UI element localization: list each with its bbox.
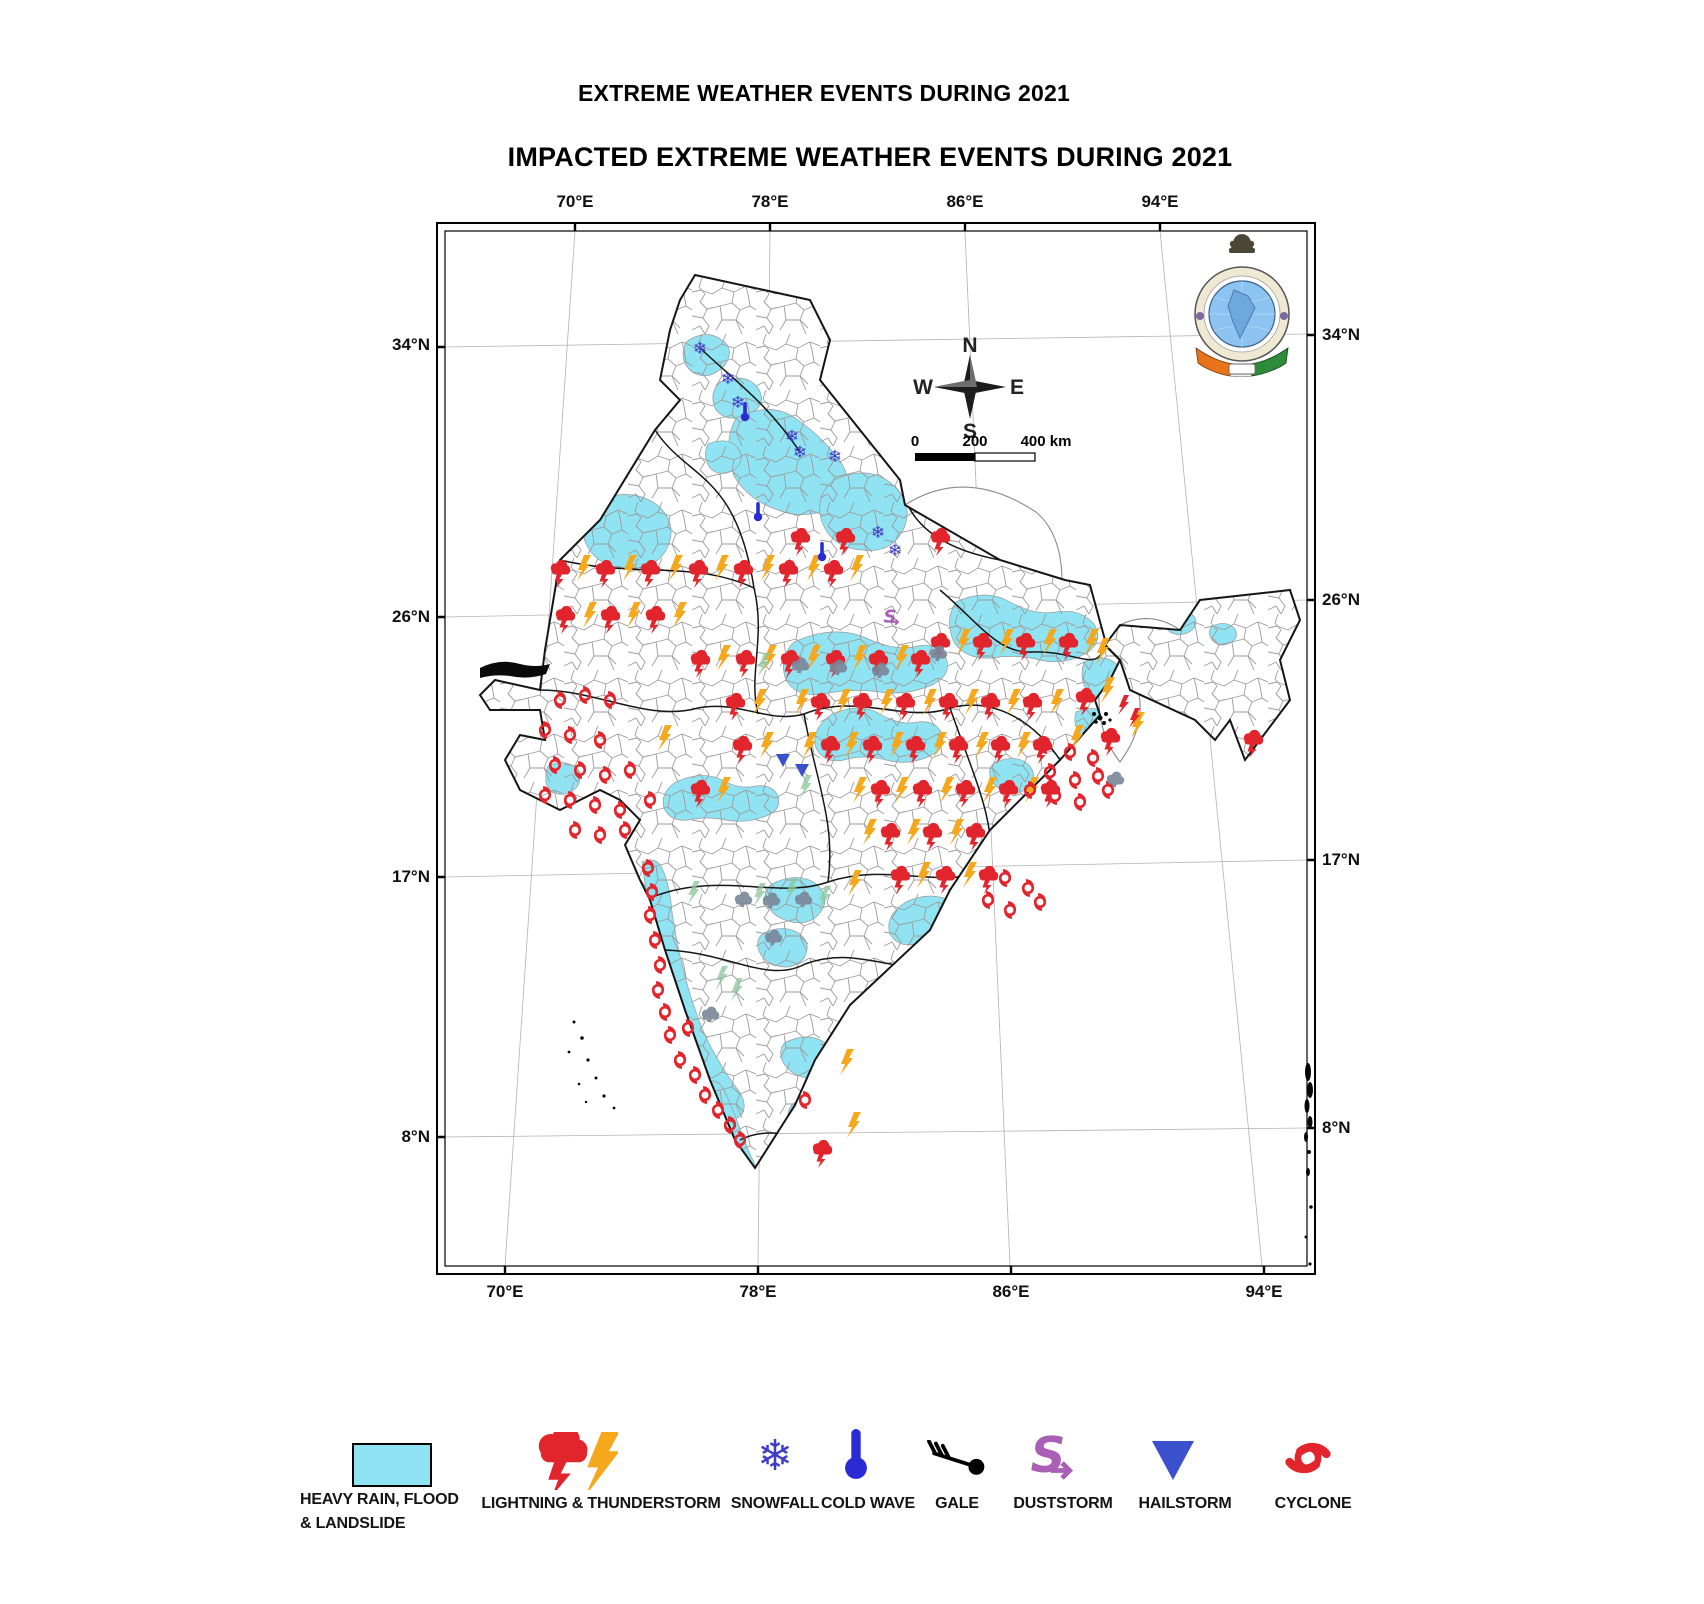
legend-label-cold-wave: COLD WAVE	[821, 1495, 915, 1512]
lat-label-left-26n: 26°N	[392, 607, 430, 626]
marker-cyclone-ring	[588, 796, 602, 814]
marker-thunderstorm-rain-cloud	[812, 1139, 833, 1168]
marker-snowfall	[870, 523, 886, 543]
lon-label-bottom-86e: 86°E	[992, 1282, 1030, 1301]
marker-snowfall	[887, 541, 903, 561]
legend-label-heavy-rain: HEAVY RAIN, FLOOD & LANDSLIDE	[300, 1491, 459, 1532]
marker-cyclone-ring	[593, 826, 607, 844]
legend-label-cyclone: CYCLONE	[1274, 1495, 1352, 1512]
lat-label-right-26n: 26°N	[1322, 590, 1360, 609]
legend-icon-hailstorm	[1152, 1441, 1194, 1480]
lat-label-left-17n: 17°N	[392, 867, 430, 886]
marker-cyclone-ring	[1101, 781, 1115, 799]
lon-label-bottom-94e: 94°E	[1245, 1282, 1283, 1301]
marker-cyclone-ring	[1086, 749, 1100, 767]
marker-cyclone-ring	[981, 891, 995, 909]
coastal-features	[480, 661, 1313, 1266]
marker-cyclone-ring	[1003, 901, 1017, 919]
marker-cyclone-ring	[1091, 767, 1105, 785]
marker-cyclone-ring	[663, 1026, 677, 1044]
map-frame	[436, 222, 1316, 1275]
marker-snowfall	[792, 443, 808, 463]
legend-icon-snowfall	[757, 1432, 793, 1478]
legend-icon-gale	[927, 1440, 987, 1477]
marker-rain-cloud-gray	[1106, 771, 1125, 791]
marker-duststorm	[882, 605, 899, 629]
legend-icon-cold-wave	[845, 1429, 867, 1479]
india-map: ❄ S	[436, 222, 1316, 1275]
marker-cyclone-ring	[1021, 879, 1035, 897]
scale-bar: 0 200 400 km	[911, 433, 1072, 462]
lat-label-right-8n: 8°N	[1322, 1118, 1351, 1137]
marker-cyclone-ring	[798, 1091, 812, 1109]
marker-cyclone-ring	[648, 931, 662, 949]
marker-cyclone-ring	[658, 1003, 672, 1021]
marker-cyclone-ring	[698, 1086, 712, 1104]
marker-cyclone-ring	[711, 1101, 725, 1119]
page-title: EXTREME WEATHER EVENTS DURING 2021	[577, 80, 1071, 106]
legend-label-lightning-thunderstorm: LIGHTNING & THUNDERSTORM	[481, 1495, 721, 1512]
marker-cyclone-ring	[1073, 793, 1087, 811]
marker-cyclone-ring	[618, 821, 632, 839]
lon-label-bottom-70e: 70°E	[486, 1282, 524, 1301]
marker-cyclone-ring	[613, 801, 627, 819]
imd-logo	[1194, 234, 1290, 378]
marker-cyclone-ring	[568, 821, 582, 839]
marker-cyclone-ring	[688, 1066, 702, 1084]
compass-s: S	[963, 420, 977, 443]
lon-label-top-70e: 70°E	[556, 192, 594, 211]
legend-icon-cyclone	[1280, 1430, 1336, 1486]
marker-lightning-orange	[847, 1112, 861, 1138]
marker-cyclone-ring	[1033, 893, 1047, 911]
lon-label-bottom-78e: 78°E	[739, 1282, 777, 1301]
lon-label-top-78e: 78°E	[751, 192, 789, 211]
marker-cyclone-ring	[653, 956, 667, 974]
lat-label-right-17n: 17°N	[1322, 850, 1360, 869]
marker-snowfall	[720, 369, 736, 389]
legend-swatch-heavy-rain	[352, 1443, 432, 1487]
marker-snowfall	[730, 393, 746, 413]
ashoka-emblem-icon	[1229, 234, 1255, 253]
marker-cyclone-ring	[673, 1051, 687, 1069]
marker-lightning-orange	[840, 1049, 854, 1075]
lon-label-top-94e: 94°E	[1141, 192, 1179, 211]
logo-ribbon	[1195, 347, 1289, 378]
lat-label-left-34n: 34°N	[392, 335, 430, 354]
lat-label-left-8n: 8°N	[401, 1127, 430, 1146]
scale-400: 400 km	[1021, 433, 1072, 450]
compass-n: N	[962, 334, 977, 357]
legend-icon-duststorm	[1022, 1432, 1074, 1482]
marker-cyclone-ring	[651, 981, 665, 999]
marker-thunderstorm-rain-cloud	[978, 865, 999, 894]
marker-cyclone-ring	[1068, 771, 1082, 789]
legend-label-snowfall: SNOWFALL	[730, 1495, 820, 1512]
scale-200: 200	[962, 433, 987, 450]
marker-snowfall	[692, 339, 708, 359]
marker-snowfall	[827, 447, 843, 467]
map-title: IMPACTED EXTREME WEATHER EVENTS DURING 2…	[507, 142, 1233, 172]
legend-icon-lightning-thunderstorm	[538, 1432, 618, 1490]
legend-label-duststorm: DUSTSTORM	[1013, 1495, 1113, 1512]
lon-label-top-86e: 86°E	[946, 192, 984, 211]
lat-label-right-34n: 34°N	[1322, 325, 1360, 344]
compass-w: W	[913, 376, 933, 399]
compass-rose: N W E S	[913, 334, 1024, 443]
legend-label-gale: GALE	[935, 1495, 979, 1512]
legend-label-hailstorm: HAILSTORM	[1138, 1495, 1232, 1512]
marker-cyclone-ring	[643, 906, 657, 924]
scale-0: 0	[911, 433, 919, 450]
compass-e: E	[1010, 376, 1024, 399]
marker-cyclone-ring	[998, 869, 1012, 887]
